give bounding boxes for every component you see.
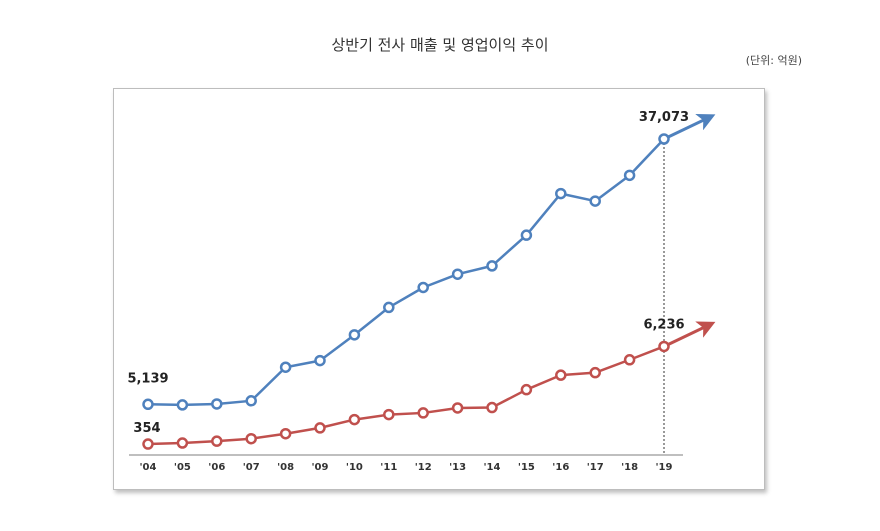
data-point — [383, 301, 395, 314]
data-point — [486, 260, 498, 272]
data-point — [245, 432, 257, 445]
data-label: 6,236 — [643, 317, 684, 332]
x-tick-label: '12 — [415, 462, 432, 473]
data-point — [589, 195, 601, 207]
data-point — [383, 408, 395, 421]
unit-label: (단위: 억원) — [745, 54, 802, 67]
chart-frame — [113, 88, 765, 490]
data-point — [451, 402, 464, 414]
data-point — [211, 435, 223, 447]
series-line — [147, 345, 665, 446]
data-label: 354 — [133, 421, 160, 436]
data-point — [520, 229, 533, 241]
data-point — [211, 398, 223, 410]
data-point — [176, 437, 189, 449]
x-tick-label: '15 — [518, 462, 535, 473]
data-point — [589, 366, 601, 379]
data-label: 5,139 — [127, 371, 168, 386]
data-point — [520, 383, 533, 396]
data-point — [623, 354, 636, 366]
x-tick-label: '07 — [243, 462, 260, 473]
data-point — [245, 395, 257, 407]
data-point — [142, 398, 154, 411]
data-point — [176, 399, 189, 411]
data-point — [451, 268, 464, 280]
x-tick-label: '04 — [140, 462, 157, 473]
x-tick-label: '09 — [312, 462, 329, 473]
data-label: 37,073 — [639, 110, 689, 125]
x-tick-label: '16 — [552, 462, 569, 473]
data-point — [142, 438, 154, 450]
data-point — [417, 407, 429, 419]
data-point — [314, 354, 326, 367]
data-point — [314, 422, 326, 434]
x-tick-label: '17 — [587, 462, 604, 473]
data-point — [279, 427, 292, 440]
trend-arrow — [663, 114, 716, 141]
data-point — [417, 281, 429, 294]
chart-title: 상반기 전사 매출 및 영업이익 추이 — [331, 36, 549, 54]
x-tick-label: '05 — [174, 462, 191, 473]
x-tick-label: '10 — [346, 462, 363, 473]
data-point — [348, 413, 361, 426]
x-tick-label: '19 — [656, 462, 673, 473]
x-tick-label: '11 — [380, 462, 397, 473]
trend-arrow — [663, 321, 716, 348]
data-point — [658, 133, 670, 145]
x-tick-label: '06 — [208, 462, 225, 473]
data-point — [279, 361, 292, 373]
data-point — [623, 169, 636, 182]
data-point — [348, 329, 361, 341]
data-point — [555, 187, 567, 200]
data-point — [658, 340, 670, 353]
series-line — [147, 138, 665, 407]
x-tick-label: '14 — [484, 462, 501, 473]
data-point — [555, 369, 567, 381]
data-point — [486, 401, 498, 414]
x-tick-label: '13 — [449, 462, 466, 473]
x-tick-label: '08 — [277, 462, 294, 473]
x-tick-label: '18 — [621, 462, 638, 473]
